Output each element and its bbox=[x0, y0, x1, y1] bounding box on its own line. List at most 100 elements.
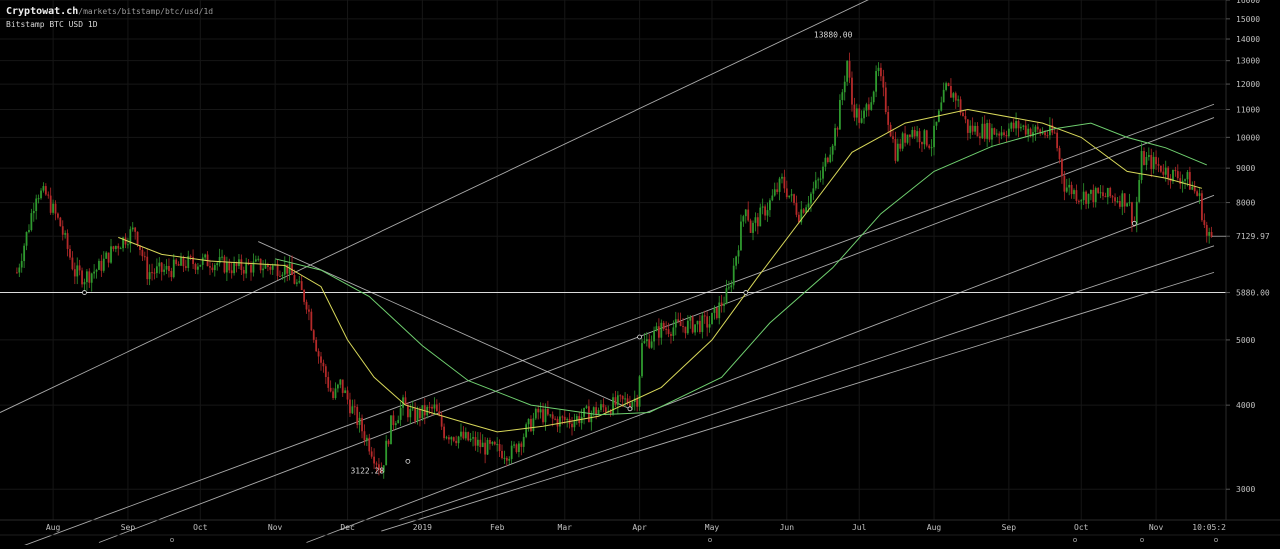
candle-body bbox=[1044, 132, 1046, 136]
scroll-handle-icon[interactable] bbox=[1073, 538, 1078, 543]
y-tick-label: 14000 bbox=[1236, 35, 1260, 44]
candle-body bbox=[983, 123, 986, 139]
candle-body bbox=[201, 257, 204, 265]
candle-body bbox=[469, 438, 472, 441]
candle-body bbox=[124, 237, 127, 245]
candle-body bbox=[131, 227, 134, 230]
candle-body bbox=[657, 326, 660, 338]
candle-body bbox=[653, 330, 655, 342]
candle-body bbox=[409, 409, 412, 418]
candle-body bbox=[573, 420, 576, 428]
candle-body bbox=[776, 189, 779, 192]
candle-body bbox=[718, 302, 721, 319]
x-tick-label: Oct bbox=[1074, 523, 1089, 532]
trendline[interactable] bbox=[0, 0, 905, 413]
scroll-handle-icon[interactable] bbox=[1214, 538, 1219, 543]
candle-body bbox=[1140, 151, 1143, 181]
candle-body bbox=[1155, 156, 1157, 165]
y-axis[interactable]: 3000 4000 5000 5880.00 7129.97 8000 9000 10000 1… bbox=[1225, 0, 1270, 520]
candle-body bbox=[556, 418, 559, 427]
candle-body bbox=[592, 407, 595, 414]
candle-body bbox=[59, 217, 62, 227]
trendlines[interactable] bbox=[0, 0, 1226, 549]
candle-body bbox=[112, 246, 115, 250]
y-tick-label: 5000 bbox=[1236, 336, 1255, 345]
scroll-handle-icon[interactable] bbox=[169, 538, 174, 543]
candle-body bbox=[998, 133, 1001, 136]
candle-body bbox=[324, 366, 327, 378]
x-axis[interactable]: Aug Sep Oct Nov Dec 2019 Feb Mar Apr May Jun Jul Aug… bbox=[0, 519, 1280, 543]
candle-body bbox=[73, 269, 76, 277]
trendline-anchor-marker[interactable] bbox=[627, 406, 633, 412]
trendline-anchor-marker[interactable] bbox=[82, 290, 87, 295]
candle-body bbox=[455, 440, 458, 444]
candle-body bbox=[810, 193, 812, 204]
candle-body bbox=[1063, 176, 1066, 192]
trendline[interactable] bbox=[306, 194, 1215, 543]
candle-body bbox=[580, 416, 583, 424]
site-name[interactable]: Cryptowat.ch bbox=[6, 6, 79, 17]
candle-body bbox=[1039, 129, 1042, 134]
candle-body bbox=[766, 210, 769, 216]
trendline-anchor-marker[interactable] bbox=[743, 290, 749, 295]
candle-body bbox=[795, 202, 798, 215]
trendline[interactable] bbox=[258, 241, 631, 410]
candle-body bbox=[1123, 193, 1126, 207]
y-tick-label: 3000 bbox=[1236, 485, 1255, 494]
candle-body bbox=[1022, 125, 1025, 127]
candle-body bbox=[911, 130, 914, 137]
candle-body bbox=[1179, 178, 1182, 184]
candle-body bbox=[462, 431, 465, 439]
candle-body bbox=[629, 403, 631, 408]
trendline-anchor-marker[interactable] bbox=[405, 458, 411, 464]
candle-body bbox=[942, 89, 945, 103]
candle-body bbox=[493, 441, 496, 445]
trendline[interactable] bbox=[398, 245, 1215, 521]
candle-body bbox=[262, 268, 264, 271]
candle-body bbox=[802, 209, 805, 213]
candle-body bbox=[655, 326, 658, 331]
annotations: 13880.00 3122.28 bbox=[350, 31, 1226, 476]
candle-body bbox=[585, 406, 588, 408]
candle-body bbox=[870, 102, 873, 110]
candle-body bbox=[747, 209, 750, 221]
y-tick-label: 16000 bbox=[1236, 0, 1260, 5]
candle-body bbox=[155, 266, 158, 274]
candle-body bbox=[882, 76, 885, 88]
candle-body bbox=[899, 143, 902, 149]
candle-body bbox=[788, 195, 791, 198]
candle-body bbox=[1053, 132, 1056, 134]
candle-body bbox=[901, 133, 904, 149]
candle-body bbox=[1075, 190, 1078, 201]
trendline-anchor-marker[interactable] bbox=[1131, 220, 1137, 226]
candle-body bbox=[416, 409, 419, 422]
candle-body bbox=[375, 463, 378, 465]
candle-body bbox=[974, 125, 976, 132]
trendline[interactable] bbox=[381, 271, 1215, 532]
candle-body bbox=[1061, 159, 1063, 177]
candle-body bbox=[1058, 148, 1061, 160]
candle-body bbox=[334, 388, 337, 398]
candle-body bbox=[1193, 186, 1196, 192]
candle-body bbox=[151, 272, 153, 274]
candle-body bbox=[744, 209, 747, 217]
candle-body bbox=[218, 257, 221, 264]
scroll-handle-icon[interactable] bbox=[708, 538, 713, 543]
candle-body bbox=[127, 244, 129, 246]
trendline[interactable] bbox=[0, 103, 1215, 549]
scroll-handle-icon[interactable] bbox=[1140, 538, 1145, 543]
candle-body bbox=[194, 264, 197, 270]
candle-body bbox=[489, 440, 491, 444]
candle-body bbox=[677, 319, 680, 322]
trendline-anchor-marker[interactable] bbox=[637, 334, 642, 340]
candle-body bbox=[1198, 193, 1201, 196]
candle-body bbox=[814, 180, 817, 189]
candle-body bbox=[85, 271, 88, 283]
candle-body bbox=[78, 265, 81, 271]
candle-body bbox=[1174, 169, 1177, 172]
candle-body bbox=[691, 317, 694, 333]
candle-body bbox=[638, 376, 641, 407]
candle-body bbox=[831, 145, 834, 155]
